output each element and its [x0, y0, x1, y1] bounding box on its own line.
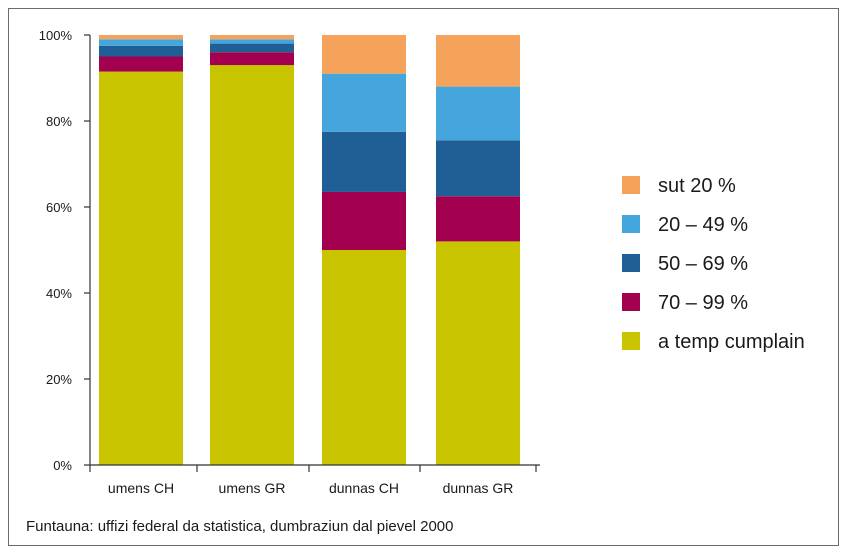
bar-segment-dunnas-ch-4 [322, 35, 406, 74]
legend-swatch [622, 215, 640, 233]
bar-segment-umens-gr-3 [210, 39, 294, 44]
y-tick-label: 80% [46, 114, 72, 129]
y-tick-label: 60% [46, 200, 72, 215]
bar-segment-dunnas-ch-0 [322, 250, 406, 465]
legend-swatch [622, 254, 640, 272]
legend-swatch [622, 332, 640, 350]
bar-segment-dunnas-gr-1 [436, 196, 520, 242]
bar-segment-dunnas-gr-4 [436, 35, 520, 87]
legend-label: a temp cumplain [658, 331, 805, 353]
bar-segment-dunnas-ch-2 [322, 131, 406, 192]
bar-segment-umens-ch-1 [99, 56, 183, 72]
bars-group [99, 35, 520, 466]
bar-segment-umens-ch-3 [99, 39, 183, 46]
legend-swatch [622, 176, 640, 194]
x-category-label: umens GR [219, 480, 286, 496]
bar-segment-dunnas-ch-3 [322, 73, 406, 132]
bar-segment-umens-gr-4 [210, 35, 294, 40]
bar-segment-umens-ch-2 [99, 45, 183, 57]
bar-segment-umens-gr-0 [210, 65, 294, 465]
legend-label: 20 – 49 % [658, 214, 748, 236]
bar-segment-umens-gr-2 [210, 43, 294, 53]
legend-label: 70 – 99 % [658, 292, 748, 314]
x-category-label: dunnas CH [329, 480, 399, 496]
legend-label: 50 – 69 % [658, 253, 748, 275]
y-tick-label: 40% [46, 286, 72, 301]
y-ticks-group: 0% 20% 40% 60% 80% 100% [39, 28, 90, 473]
y-tick-label: 20% [46, 372, 72, 387]
x-category-label: dunnas GR [443, 480, 514, 496]
x-labels-group: umens CH umens GR dunnas CH dunnas GR [89, 465, 537, 496]
bar-segment-dunnas-ch-1 [322, 191, 406, 250]
bar-segment-dunnas-gr-0 [436, 241, 520, 465]
source-note: Funtauna: uffizi federal da statistica, … [26, 518, 454, 535]
bar-segment-dunnas-gr-2 [436, 140, 520, 197]
bar-segment-umens-ch-4 [99, 35, 183, 40]
axes-group [89, 35, 540, 466]
x-category-label: umens CH [108, 480, 174, 496]
bar-segment-umens-ch-0 [99, 71, 183, 466]
y-tick-label: 0% [53, 458, 72, 473]
y-tick-label: 100% [39, 28, 73, 43]
legend-label: sut 20 % [658, 175, 736, 197]
legend: sut 20 % 20 – 49 % 50 – 69 % 70 – 99 % a tem… [622, 175, 805, 353]
legend-swatch [622, 293, 640, 311]
bar-segment-dunnas-gr-3 [436, 86, 520, 141]
bar-segment-umens-gr-1 [210, 52, 294, 66]
